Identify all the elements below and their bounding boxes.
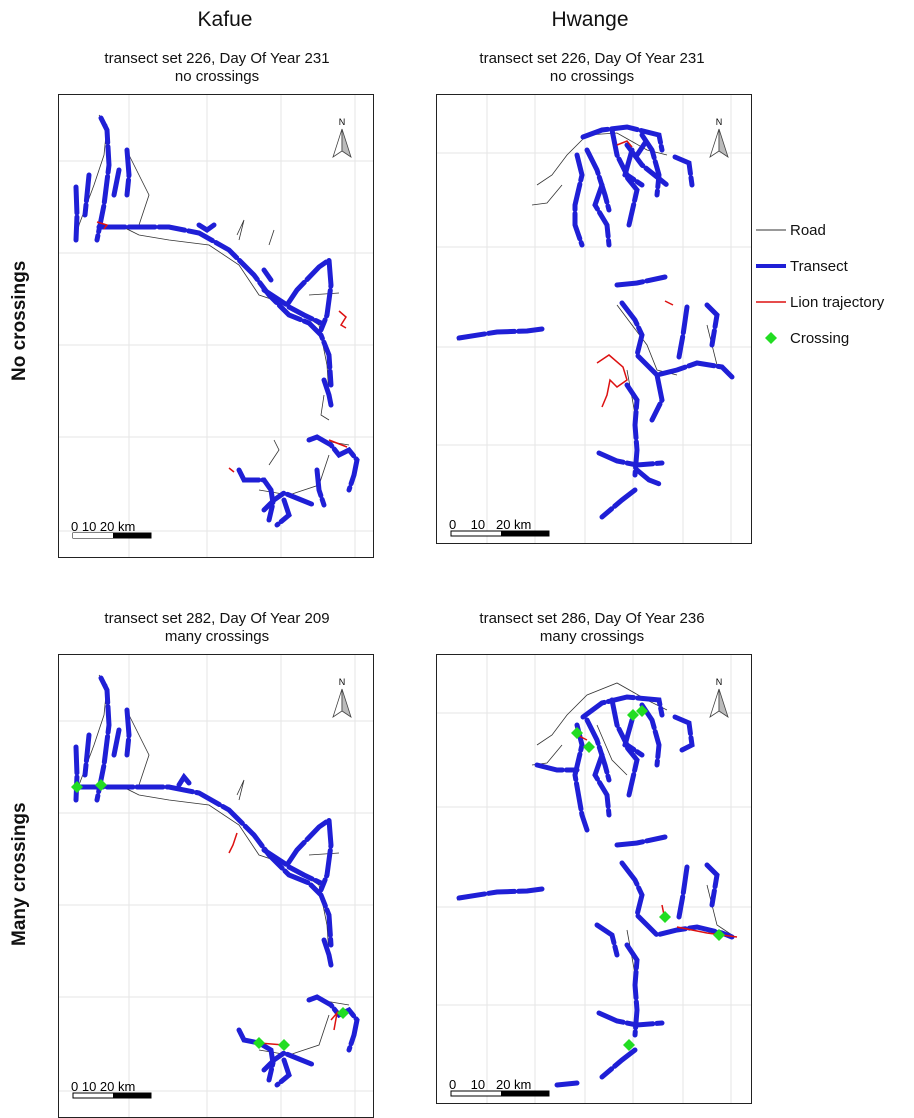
map-panel-kafue-no-crossings: N 0 10 20 km	[58, 94, 374, 558]
crossing-marker	[583, 741, 595, 753]
crossing-marker	[713, 929, 725, 941]
transects	[456, 124, 735, 520]
map-panel-hwange-no-crossings: N 0 10 20 km	[436, 94, 752, 544]
map-canvas: N 0 10 20 km	[59, 95, 373, 557]
north-label: N	[339, 677, 346, 687]
row-title-many-crossings: Many crossings	[9, 802, 30, 946]
crossing-diamond-icon	[765, 332, 777, 344]
lion-trajectories	[96, 221, 348, 473]
scale-label: 0 10 20 km	[71, 1079, 135, 1094]
scale-label: 0 10 20 km	[449, 517, 531, 532]
road-swatch-icon	[756, 229, 786, 231]
north-label: N	[339, 117, 346, 127]
row-title-no-crossings: No crossings	[9, 260, 30, 381]
crossing-markers	[71, 779, 349, 1051]
column-title-kafue: Kafue	[197, 8, 253, 31]
north-arrow: N	[332, 117, 352, 158]
scale-label: 0 10 20 km	[71, 519, 135, 534]
legend-item-road: Road	[756, 212, 914, 248]
map-canvas: N 0 10 20 km	[437, 95, 751, 543]
crossing-marker	[571, 727, 583, 739]
lion-trajectory-swatch-icon	[756, 301, 786, 303]
north-label: N	[716, 677, 723, 687]
transects	[456, 694, 735, 1088]
transects	[73, 115, 360, 528]
north-arrow: N	[709, 677, 729, 718]
crossing-marker	[627, 709, 639, 721]
legend-label: Crossing	[790, 329, 850, 347]
panel-title-line1: transect set 226, Day Of Year 231	[104, 50, 330, 67]
crossing-markers	[571, 705, 725, 1051]
scale-bar: 0 10 20 km	[71, 1079, 152, 1099]
crossing-marker	[278, 1039, 290, 1051]
panel-title-line1: transect set 286, Day Of Year 236	[479, 610, 705, 627]
map-canvas: N 0 10 20 km	[437, 655, 751, 1103]
map-panel-kafue-many-crossings: N 0 10 20 km	[58, 654, 374, 1118]
panel-title-line2: many crossings	[164, 628, 270, 645]
crossing-marker	[337, 1007, 349, 1019]
crossing-marker	[71, 781, 83, 793]
legend-label: Road	[790, 221, 826, 239]
legend-item-crossing: Crossing	[756, 320, 914, 356]
panel-title-hwange-top: transect set 226, Day Of Year 231 no cro…	[427, 50, 757, 86]
crossing-marker	[623, 1039, 635, 1051]
map-panel-hwange-many-crossings: N 0 10 20 km	[436, 654, 752, 1104]
map-canvas: N 0 10 20 km	[59, 655, 373, 1117]
crossing-marker	[659, 911, 671, 923]
panel-title-line1: transect set 226, Day Of Year 231	[479, 50, 705, 67]
transects	[73, 675, 360, 1088]
crossing-marker	[95, 779, 107, 791]
column-title-hwange: Hwange	[551, 8, 629, 31]
crossing-marker	[253, 1037, 265, 1049]
north-label: N	[716, 117, 723, 127]
legend-label: Lion trajectory	[790, 293, 885, 311]
legend: Road Transect Lion trajectory Crossing	[756, 212, 914, 356]
transect-swatch-icon	[756, 264, 786, 268]
scale-bar: 0 10 20 km	[71, 519, 152, 539]
crossing-marker	[636, 705, 648, 717]
panel-title-line2: many crossings	[539, 628, 645, 645]
scale-label: 0 10 20 km	[449, 1077, 531, 1092]
legend-item-transect: Transect	[756, 248, 914, 284]
north-arrow: N	[709, 117, 729, 158]
lion-trajectories	[596, 140, 674, 408]
panel-title-kafue-top: transect set 226, Day Of Year 231 no cro…	[52, 50, 382, 86]
legend-item-lion: Lion trajectory	[756, 284, 914, 320]
panel-title-line2: no crossings	[549, 68, 635, 85]
north-arrow: N	[332, 677, 352, 718]
panel-title-line2: no crossings	[174, 68, 260, 85]
panel-title-line1: transect set 282, Day Of Year 209	[104, 610, 330, 627]
panel-title-kafue-bottom: transect set 282, Day Of Year 209 many c…	[52, 610, 382, 646]
legend-label: Transect	[790, 257, 848, 275]
panel-title-hwange-bottom: transect set 286, Day Of Year 236 many c…	[427, 610, 757, 646]
scale-bar: 0 10 20 km	[449, 1077, 550, 1097]
scale-bar: 0 10 20 km	[449, 517, 550, 537]
